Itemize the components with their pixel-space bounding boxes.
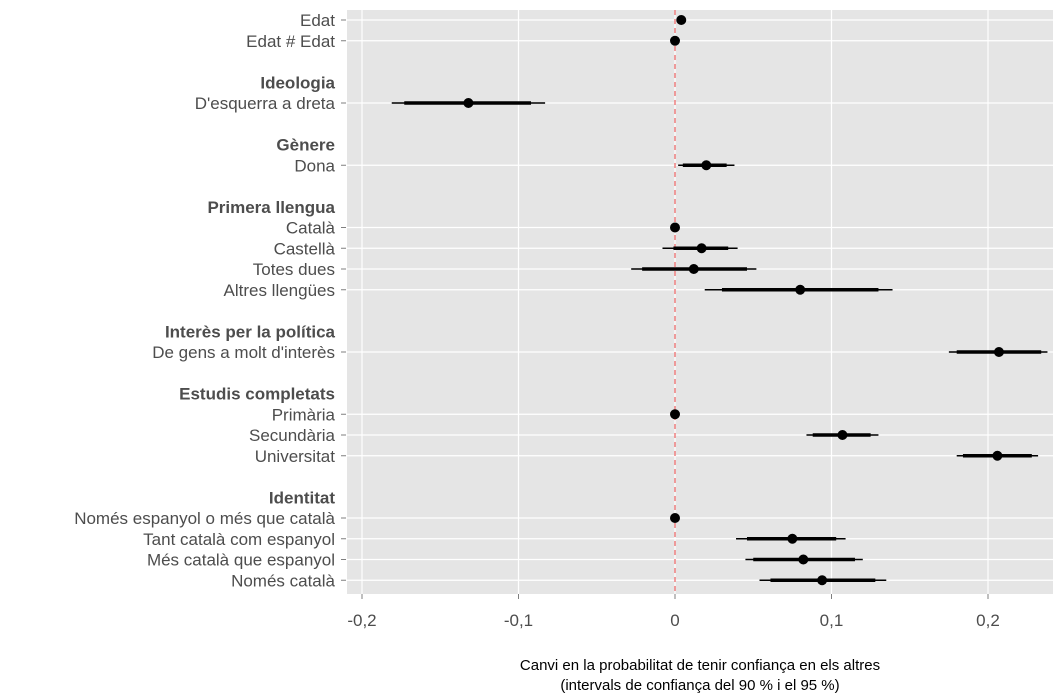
estimate-point [817, 575, 828, 586]
group-heading: Ideologia [260, 73, 335, 92]
term-label: Altres llengües [223, 281, 335, 300]
term-label: Edat # Edat [246, 32, 335, 51]
estimate-point [463, 98, 474, 108]
term-label: Només espanyol o més que català [74, 509, 335, 528]
term-label: Català [286, 219, 336, 238]
x-tick-label: 0,1 [820, 611, 844, 630]
x-tick-label: 0,2 [976, 611, 1000, 630]
estimate-point [670, 409, 680, 420]
term-label: Castellà [274, 239, 336, 258]
estimate-point [992, 450, 1003, 461]
x-tick-label: 0 [670, 611, 679, 630]
term-label: Totes dues [253, 260, 335, 279]
term-label: Primària [272, 405, 336, 424]
estimate-point [795, 284, 806, 295]
group-heading: Identitat [269, 488, 335, 507]
x-tick-label: -0,1 [504, 611, 533, 630]
term-label: De gens a molt d'interès [152, 343, 335, 362]
x-axis-title-line-1: Canvi en la probabilitat de tenir confia… [520, 657, 880, 674]
estimate-point [696, 243, 707, 254]
term-label: Tant català com espanyol [143, 530, 335, 549]
term-label: Només català [231, 571, 335, 590]
estimate-point [798, 554, 809, 565]
term-label: D'esquerra a dreta [195, 94, 336, 113]
estimate-point [670, 222, 680, 233]
x-tick-label: -0,2 [347, 611, 376, 630]
estimate-point [701, 160, 712, 171]
estimate-point [787, 533, 798, 544]
estimate-point [688, 264, 699, 274]
estimate-point [993, 347, 1004, 357]
group-heading: Primera llengua [207, 198, 335, 217]
estimate-point [670, 35, 680, 46]
estimate-point [670, 513, 680, 523]
y-axis-labels: Edat Edat # Edat Ideologia D'esquerra a dre… [74, 11, 346, 590]
group-heading: Gènere [276, 136, 335, 155]
estimate-point [837, 430, 848, 440]
term-label: Més català que espanyol [147, 551, 335, 570]
plot-panel [347, 10, 1053, 594]
term-label: Edat [300, 11, 335, 30]
term-label: Dona [294, 156, 335, 175]
marks-layer [391, 10, 1048, 594]
x-axis: -0,2 -0,1 0 0,1 0,2 [347, 594, 1000, 630]
group-heading: Estudis completats [179, 385, 335, 404]
grid-layer [347, 10, 1053, 594]
group-heading: Interès per la política [165, 322, 336, 341]
estimate-point [676, 15, 687, 25]
term-label: Secundària [249, 426, 336, 445]
term-label: Universitat [255, 447, 336, 466]
x-axis-title-line-2: (intervals de confiança del 90 % i el 95… [560, 677, 839, 694]
